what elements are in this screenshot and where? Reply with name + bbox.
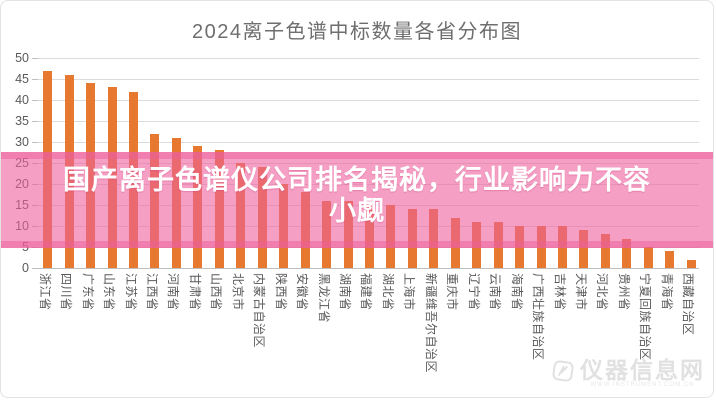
- x-axis-category-label: 云南省: [488, 273, 503, 311]
- x-axis-category-label: 广西壮族自治区: [531, 273, 546, 361]
- y-axis-tick-label: 35: [15, 114, 29, 128]
- banner-headline: 国产离子色谱仪公司排名揭秘，行业影响力不容 小觑: [1, 165, 713, 227]
- bar: [622, 238, 632, 268]
- y-axis-tick-label: 45: [15, 72, 29, 86]
- x-axis-category-label: 内蒙古自治区: [252, 273, 267, 349]
- watermark-site-name: 仪器信息网: [580, 357, 705, 383]
- watermark-subtext: WWW.INSTRUMENT.COM.CN: [590, 382, 695, 388]
- x-axis-category-label: 江西省: [144, 273, 159, 311]
- y-axis-tick-label: 0: [22, 261, 29, 275]
- bar: [665, 251, 675, 268]
- gridline: [37, 268, 699, 269]
- x-axis-category-label: 重庆市: [445, 273, 460, 311]
- x-axis-category-label: 甘肃省: [187, 273, 202, 311]
- bar: [600, 234, 610, 268]
- y-axis-tick: [32, 268, 38, 269]
- x-axis-category-label: 北京市: [230, 273, 245, 311]
- x-axis-category-label: 江苏省: [123, 273, 138, 311]
- x-axis-category-label: 安徽省: [295, 273, 310, 311]
- x-axis-category-label: 山东省: [102, 273, 117, 311]
- x-axis-category-label: 宁夏回族自治区: [638, 273, 653, 361]
- y-axis-tick: [32, 121, 38, 122]
- x-axis-category-label: 天津市: [573, 273, 588, 311]
- gridline: [37, 79, 699, 80]
- x-axis-category-label: 上海市: [402, 273, 417, 311]
- site-watermark: 仪器信息网 WWW.INSTRUMENT.COM.CN: [550, 358, 705, 389]
- y-axis-tick-label: 40: [15, 93, 29, 107]
- chart-title: 2024离子色谱中标数量各省分布图: [192, 21, 522, 43]
- y-axis-tick: [32, 58, 38, 59]
- gridline: [37, 142, 699, 143]
- gridline: [37, 121, 699, 122]
- x-axis-category-label: 广东省: [80, 273, 95, 311]
- x-axis-category-label: 河南省: [166, 273, 181, 311]
- x-axis-category-label: 四川省: [59, 273, 74, 311]
- x-axis-category-label: 河北省: [595, 273, 610, 311]
- x-axis-category-label: 福建省: [359, 273, 374, 311]
- x-axis-category-label: 吉林省: [552, 273, 567, 311]
- x-axis-category-label: 新疆维吾尔自治区: [423, 273, 438, 374]
- y-axis-tick: [32, 79, 38, 80]
- x-axis-category-label: 黑龙江省: [316, 273, 331, 324]
- x-axis-category-label: 浙江省: [37, 273, 52, 311]
- x-axis-category-label: 山西省: [209, 273, 224, 311]
- x-axis-category-label: 湖北省: [380, 273, 395, 311]
- y-axis-tick: [32, 142, 38, 143]
- gridline: [37, 58, 699, 59]
- banner-headline-line2: 小觑: [329, 196, 385, 226]
- promo-banner: 国产离子色谱仪公司排名揭秘，行业影响力不容 小觑: [1, 152, 713, 248]
- x-axis-category-label: 辽宁省: [466, 273, 481, 311]
- banner-headline-line1: 国产离子色谱仪公司排名揭秘，行业影响力不容: [63, 165, 651, 195]
- x-axis-category-label: 青海省: [659, 273, 674, 311]
- bar: [579, 230, 589, 268]
- x-axis-category-label: 西藏自治区: [681, 273, 696, 336]
- y-axis-tick: [32, 100, 38, 101]
- x-axis-category-label: 湖南省: [338, 273, 352, 311]
- x-axis-category-label: 贵州省: [616, 273, 631, 311]
- x-axis-category-label: 陕西省: [273, 273, 288, 311]
- instrument-info-logo-icon: [550, 358, 576, 389]
- y-axis-tick-label: 30: [15, 135, 29, 149]
- bar: [643, 247, 653, 268]
- gridline: [37, 100, 699, 101]
- y-axis-tick-label: 50: [15, 51, 29, 65]
- bar: [686, 259, 696, 268]
- x-axis-category-label: 海南省: [509, 273, 524, 311]
